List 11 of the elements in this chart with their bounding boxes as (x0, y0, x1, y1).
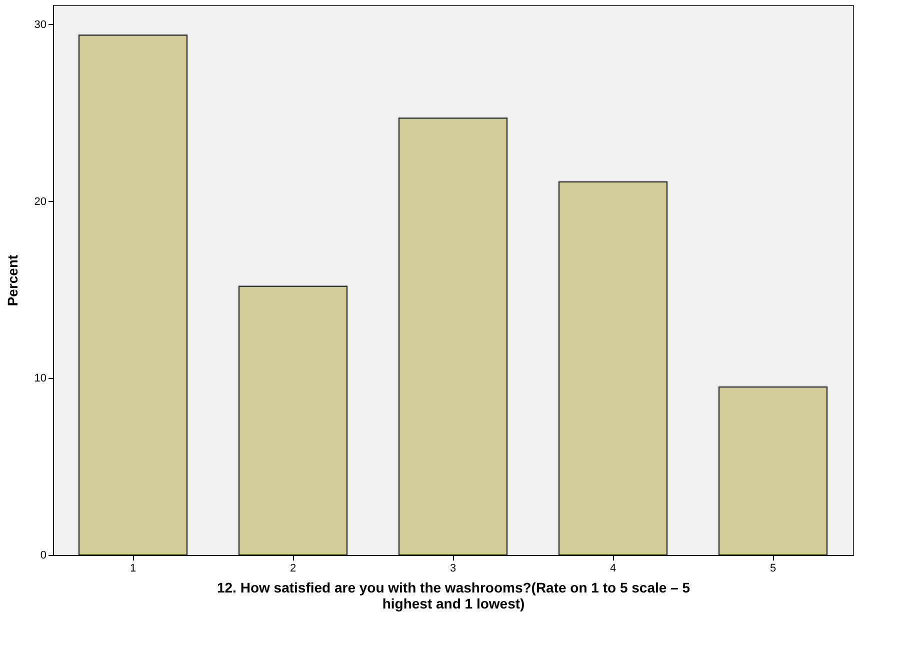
x-axis-title: 12. How satisfied are you with the washrooms?(Rate on 1 to 5 scale – 5 highest and 1 lowest) (216, 580, 690, 612)
y-tick-label: 0 (40, 550, 46, 562)
x-tick-label: 2 (290, 562, 296, 574)
y-tick-label: 30 (34, 18, 46, 31)
y-tick-label: 20 (34, 196, 46, 208)
y-axis-title: Percent (4, 254, 20, 306)
x-tick-label: 3 (450, 562, 456, 574)
x-tick-label: 4 (610, 562, 616, 574)
x-tick-label: 5 (770, 562, 776, 574)
y-tick-label: 10 (34, 372, 46, 385)
x-tick-label: 1 (130, 562, 136, 574)
